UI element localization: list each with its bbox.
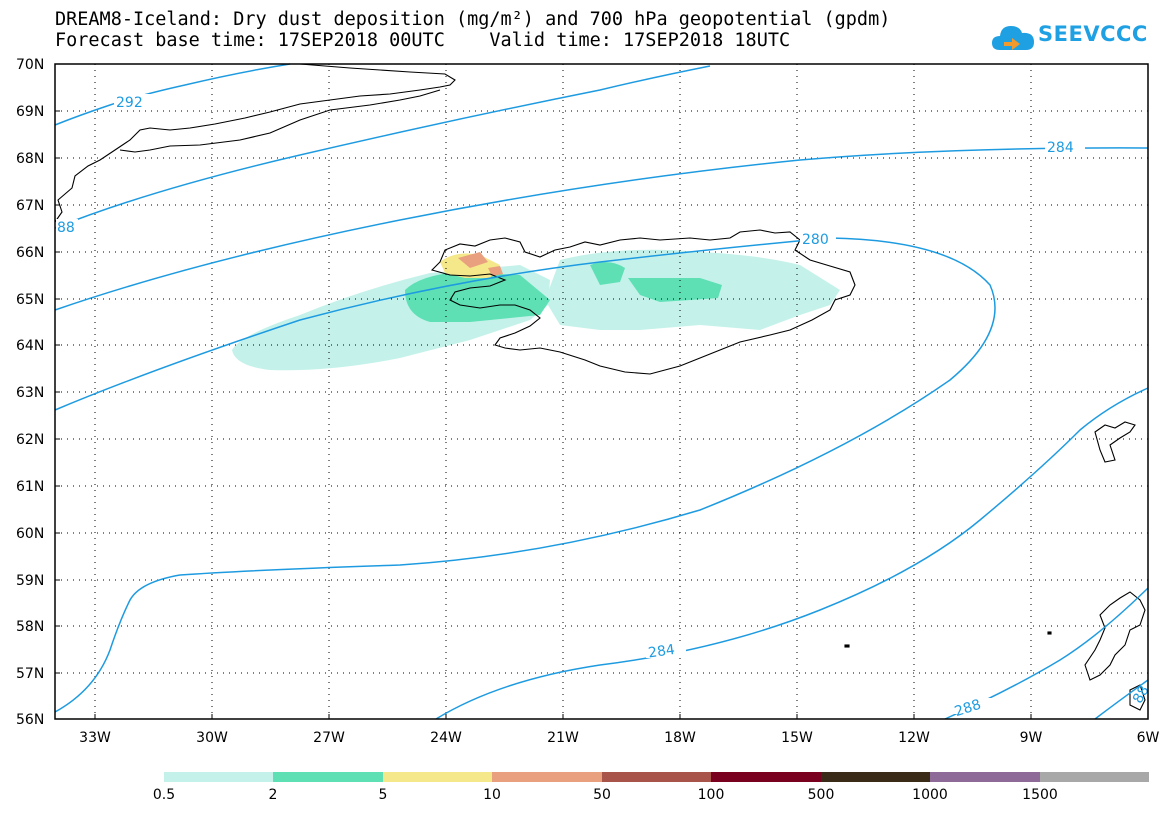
lat-label: 68N: [16, 151, 44, 167]
lon-label: 27W: [313, 730, 345, 746]
lat-label: 69N: [16, 104, 44, 120]
lon-label: 12W: [898, 730, 930, 746]
legend-label: 10: [483, 787, 501, 803]
lon-label: 18W: [664, 730, 696, 746]
axis-ticks: [55, 63, 1032, 720]
seevccc-logo: SEEVCCC: [990, 18, 1150, 58]
map-title: DREAM8-Iceland: Dry dust deposition (mg/…: [55, 9, 891, 30]
lon-label: 21W: [547, 730, 579, 746]
legend-swatch: [930, 772, 1040, 782]
lat-label: 60N: [16, 526, 44, 542]
lon-label: 9W: [1020, 730, 1043, 746]
logo-text: SEEVCCC: [1038, 22, 1148, 46]
legend-label: 50: [593, 787, 611, 803]
lat-label: 63N: [16, 385, 44, 401]
legend-swatch: [711, 772, 821, 782]
latitude-labels: 70N 69N 68N 67N 66N 65N 64N 63N 62N 61N …: [16, 57, 44, 728]
lat-label: 70N: [16, 57, 44, 73]
contour-labels: 292 284 88 280 284 288 88: [56, 94, 1153, 720]
coastlines: [54, 63, 1146, 711]
lat-label: 66N: [16, 245, 44, 261]
contour-label-280: 280: [802, 232, 829, 248]
lon-label: 24W: [430, 730, 462, 746]
contour-label-292: 292: [116, 95, 143, 111]
legend-swatch: [383, 772, 492, 782]
lat-label: 59N: [16, 573, 44, 589]
legend-label: 5: [379, 787, 388, 803]
forecast-times: Forecast base time: 17SEP2018 00UTC Vali…: [55, 30, 791, 51]
lat-label: 64N: [16, 338, 44, 354]
lat-label: 67N: [16, 198, 44, 214]
lat-label: 58N: [16, 619, 44, 635]
dust-deposition-shading: [232, 249, 840, 371]
contour-label-284-south: 284: [647, 642, 676, 662]
legend-label: 500: [808, 787, 835, 803]
lon-label: 15W: [781, 730, 813, 746]
lat-label: 65N: [16, 292, 44, 308]
legend-label: 0.5: [153, 787, 175, 803]
legend-swatch: [602, 772, 711, 782]
lat-label: 57N: [16, 666, 44, 682]
iceland-coastline: [430, 229, 856, 375]
legend-label: 1000: [912, 787, 948, 803]
legend-swatch: [1040, 772, 1149, 782]
legend-label: 1500: [1022, 787, 1058, 803]
contour-label-284-north: 284: [1047, 140, 1074, 156]
lon-label: 33W: [79, 730, 111, 746]
lon-label: 6W: [1137, 730, 1160, 746]
legend-swatch: [273, 772, 383, 782]
legend-swatch: [492, 772, 602, 782]
legend-labels: 0.5 2 5 10 50 100 500 1000 1500: [153, 787, 1058, 803]
contour-label-288-east: 88: [1130, 683, 1153, 706]
legend-colorbar: [164, 772, 1149, 782]
legend-swatch: [821, 772, 930, 782]
cloud-icon: [992, 26, 1034, 50]
graticule: [55, 64, 1148, 719]
lon-label: 30W: [196, 730, 228, 746]
legend-label: 100: [698, 787, 725, 803]
lat-label: 56N: [16, 712, 44, 728]
legend-swatch: [164, 772, 273, 782]
longitude-labels: 33W 30W 27W 24W 21W 18W 15W 12W 9W 6W: [79, 730, 1159, 746]
lat-label: 61N: [16, 479, 44, 495]
contour-label-288-west: 88: [57, 220, 75, 236]
contour-label-288: 288: [953, 697, 983, 720]
legend-label: 2: [269, 787, 278, 803]
lat-label: 62N: [16, 432, 44, 448]
